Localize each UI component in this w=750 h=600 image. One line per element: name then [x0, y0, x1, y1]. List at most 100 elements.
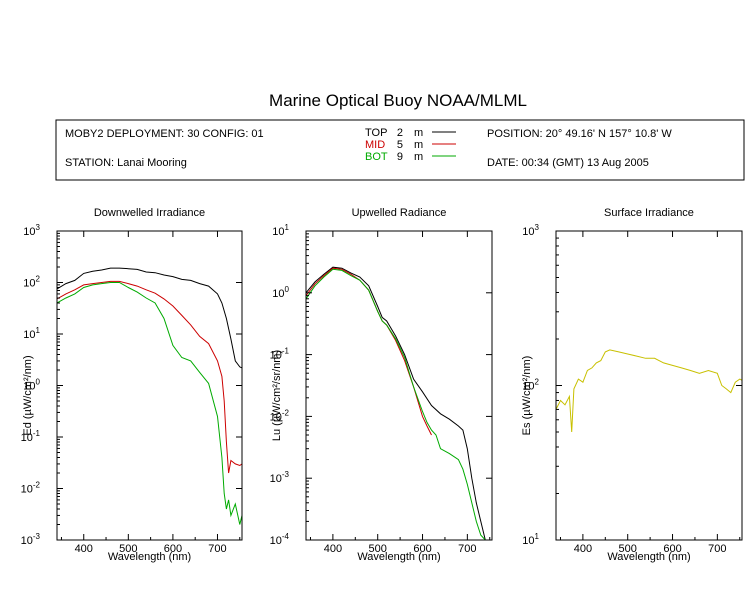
legend-unit: m	[414, 151, 423, 163]
x-tick-label: 500	[619, 543, 637, 555]
y-tick-exponent: -4	[282, 532, 290, 541]
info-box-border	[55, 119, 745, 181]
y-tick-base: 10	[23, 381, 35, 393]
series-line-top	[306, 266, 486, 540]
y-tick-base: 10	[21, 432, 33, 444]
series-line-bot	[57, 282, 242, 525]
station-text: STATION: Lanai Mooring	[65, 157, 187, 169]
legend-item-bot: BOT 9 m	[365, 151, 456, 163]
x-tick-label: 600	[164, 543, 182, 555]
y-tick-label: 102	[522, 378, 539, 393]
panel-title: Surface Irradiance	[604, 207, 694, 219]
info-box: MOBY2 DEPLOYMENT: 30 CONFIG: 01 STATION:…	[55, 119, 745, 181]
y-tick-label: 101	[272, 223, 289, 238]
x-tick-label: 700	[458, 543, 476, 555]
y-tick-base: 10	[272, 288, 284, 300]
legend-depth: 5	[397, 139, 403, 151]
depth-legend: TOP 2 m MID 5 m BOT 9 m	[365, 127, 456, 163]
x-tick-label: 600	[663, 543, 681, 555]
x-axis-label: Wavelength (nm)	[607, 551, 690, 563]
y-tick-exponent: -2	[33, 481, 41, 490]
legend-name: TOP	[365, 127, 387, 139]
y-tick-exponent: 2	[535, 378, 540, 387]
y-tick-label: 102	[23, 275, 40, 290]
panel-title: Upwelled Radiance	[352, 207, 447, 219]
y-tick-exponent: 3	[36, 223, 41, 232]
series-line-es	[556, 349, 742, 433]
panel-title: Downwelled Irradiance	[94, 207, 205, 219]
legend-name: MID	[365, 139, 385, 151]
y-tick-label: 10-2	[21, 481, 41, 496]
legend-name: BOT	[365, 151, 388, 163]
y-tick-base: 10	[21, 535, 33, 547]
y-tick-label: 10-1	[270, 347, 290, 362]
x-tick-label: 500	[119, 543, 137, 555]
legend-depth: 2	[397, 127, 403, 139]
y-tick-label: 103	[23, 223, 40, 238]
y-tick-exponent: 1	[36, 326, 41, 335]
x-tick-label: 700	[208, 543, 226, 555]
x-tick-label: 600	[413, 543, 431, 555]
plot-frame	[555, 230, 743, 541]
y-axis-label: Es (µW/cm²/nm)	[521, 356, 533, 436]
y-tick-exponent: -3	[33, 532, 41, 541]
y-tick-label: 10-1	[21, 429, 41, 444]
x-axis-label: Wavelength (nm)	[357, 551, 440, 563]
x-tick-label: 400	[75, 543, 93, 555]
y-tick-base: 10	[522, 381, 534, 393]
y-tick-label: 10-3	[21, 532, 41, 547]
y-tick-exponent: -1	[282, 347, 290, 356]
y-tick-exponent: -2	[282, 408, 290, 417]
page-title: Marine Optical Buoy NOAA/MLML	[269, 91, 527, 110]
y-tick-exponent: 3	[535, 223, 540, 232]
y-tick-label: 10-2	[270, 408, 290, 423]
x-tick-label: 400	[574, 543, 592, 555]
y-tick-label: 103	[522, 223, 539, 238]
legend-item-mid: MID 5 m	[365, 139, 456, 151]
y-tick-exponent: 0	[36, 378, 41, 387]
y-tick-label: 101	[522, 532, 539, 547]
y-tick-label: 101	[23, 326, 40, 341]
y-tick-base: 10	[522, 226, 534, 238]
y-tick-base: 10	[270, 535, 282, 547]
deployment-text: MOBY2 DEPLOYMENT: 30 CONFIG: 01	[65, 128, 264, 140]
y-tick-label: 10-3	[270, 470, 290, 485]
series-line-bot	[306, 268, 486, 540]
y-tick-base: 10	[522, 535, 534, 547]
x-tick-label: 400	[324, 543, 342, 555]
legend-unit: m	[414, 127, 423, 139]
legend-item-top: TOP 2 m	[365, 127, 456, 139]
y-tick-exponent: 1	[535, 532, 540, 541]
y-tick-base: 10	[270, 473, 282, 485]
y-tick-base: 10	[23, 278, 35, 290]
date-text: DATE: 00:34 (GMT) 13 Aug 2005	[487, 157, 649, 169]
y-tick-label: 100	[272, 285, 289, 300]
x-axis-label: Wavelength (nm)	[108, 551, 191, 563]
y-axis-label: Ed (µW/cm²/nm)	[22, 355, 34, 435]
y-tick-base: 10	[270, 411, 282, 423]
plot-frame	[56, 230, 243, 541]
y-tick-label: 100	[23, 378, 40, 393]
series-line-mid	[306, 267, 432, 436]
y-tick-label: 10-4	[270, 532, 290, 547]
y-tick-exponent: 2	[36, 275, 41, 284]
y-axis-label: Lu (µW/cm²/sr/nm)	[271, 350, 283, 441]
y-tick-base: 10	[272, 226, 284, 238]
series-line-top	[57, 267, 242, 369]
y-tick-exponent: 1	[285, 223, 290, 232]
x-tick-label: 500	[369, 543, 387, 555]
x-tick-label: 700	[708, 543, 726, 555]
legend-depth: 9	[397, 151, 403, 163]
legend-unit: m	[414, 139, 423, 151]
y-tick-base: 10	[23, 329, 35, 341]
position-text: POSITION: 20° 49.16' N 157° 10.8' W	[487, 128, 672, 140]
y-tick-base: 10	[270, 350, 282, 362]
y-tick-base: 10	[21, 484, 33, 496]
y-tick-exponent: -1	[33, 429, 41, 438]
series-line-mid	[57, 280, 242, 474]
y-tick-exponent: 0	[285, 285, 290, 294]
y-tick-base: 10	[23, 226, 35, 238]
